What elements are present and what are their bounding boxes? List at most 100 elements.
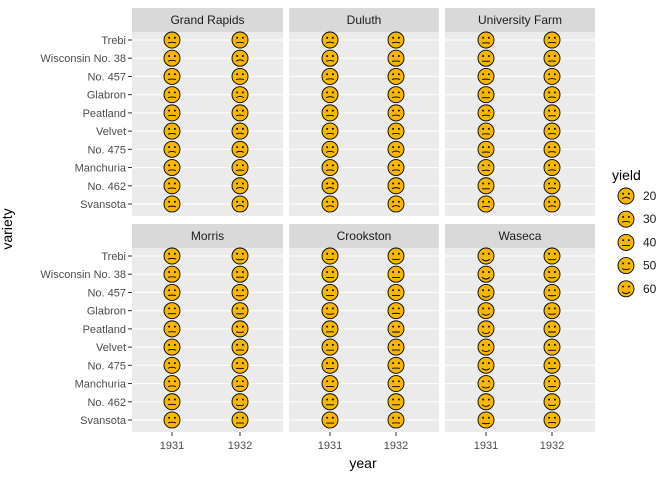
face-circle <box>387 356 405 374</box>
face-mouth <box>547 169 557 172</box>
face-mouth <box>391 132 401 135</box>
face-circle <box>321 265 339 283</box>
face-mouth <box>235 41 245 44</box>
data-point <box>387 49 405 67</box>
face-eye <box>173 109 176 112</box>
face-circle <box>387 411 405 429</box>
face-mouth <box>481 276 491 280</box>
face-eye <box>241 271 244 273</box>
face-eye <box>173 91 176 94</box>
face-circle <box>321 411 339 429</box>
y-tick-label: Trebi <box>101 251 126 263</box>
face-eye <box>392 146 395 149</box>
legend-title: yield <box>612 167 641 183</box>
y-tick-label: No. 462 <box>87 397 126 409</box>
face-eye <box>326 271 329 273</box>
face-eye <box>487 307 490 310</box>
face-circle <box>543 67 561 85</box>
face-eye <box>326 380 329 383</box>
face-circle <box>163 177 181 195</box>
face-mouth <box>167 151 177 153</box>
face-eye <box>487 380 490 383</box>
face-eye <box>326 127 329 130</box>
face-eye <box>236 271 239 273</box>
face-circle <box>321 159 339 176</box>
face-eye <box>482 146 485 149</box>
face-eye <box>397 36 400 39</box>
face-mouth <box>547 276 557 279</box>
face-circle <box>321 247 339 265</box>
data-point <box>163 122 181 140</box>
face-eye <box>482 73 485 76</box>
data-point <box>543 104 561 122</box>
data-point <box>543 49 561 67</box>
face-eye <box>392 164 395 167</box>
face-eye <box>326 289 329 292</box>
panel-duluth: Duluth <box>289 8 439 216</box>
panel-background <box>445 32 595 216</box>
face-circle <box>543 122 561 140</box>
face-eye <box>553 307 556 310</box>
data-point <box>477 320 495 338</box>
data-point <box>321 195 339 213</box>
face-eye <box>241 164 244 167</box>
data-point <box>387 31 405 49</box>
face-mouth <box>481 386 491 389</box>
face-eye <box>331 289 334 292</box>
data-point <box>163 247 181 265</box>
data-point <box>543 140 561 158</box>
face-circle <box>231 265 249 283</box>
face-eye <box>392 380 395 383</box>
face-eye <box>397 55 400 57</box>
face-eye <box>548 36 551 39</box>
legend-key <box>617 210 635 228</box>
legend-key <box>617 257 635 275</box>
data-point <box>231 302 249 320</box>
face-eye <box>397 252 400 255</box>
face-circle <box>387 195 405 213</box>
data-point <box>387 283 405 301</box>
data-point <box>321 411 339 429</box>
face-eye <box>392 398 395 401</box>
face-circle <box>321 356 339 374</box>
data-point <box>387 159 405 176</box>
face-eye <box>392 109 395 112</box>
face-mouth <box>547 78 557 80</box>
face-eye <box>331 182 334 185</box>
face-mouth <box>167 96 177 99</box>
face-eye <box>331 146 334 149</box>
data-point <box>163 302 181 320</box>
face-circle <box>163 265 181 283</box>
data-point <box>387 356 405 374</box>
data-point <box>321 177 339 195</box>
facet-strip <box>445 224 595 248</box>
face-eye <box>553 289 556 292</box>
face-eye <box>553 398 556 401</box>
data-point <box>477 356 495 374</box>
face-eye <box>326 182 329 185</box>
data-point <box>321 247 339 265</box>
face-eye <box>482 416 485 419</box>
face-circle <box>387 338 405 356</box>
face-eye <box>553 73 556 76</box>
y-tick-label: No. 457 <box>87 71 126 83</box>
panel-background <box>445 248 595 432</box>
face-eye <box>236 252 239 255</box>
face-circle <box>387 393 405 411</box>
face-eye <box>168 343 171 346</box>
data-point <box>387 67 405 85</box>
face-eye <box>241 91 244 94</box>
face-eye <box>331 325 334 328</box>
panel-background <box>132 248 283 432</box>
face-eye <box>397 343 400 346</box>
facet-strip <box>289 8 439 32</box>
face-eye <box>331 380 334 383</box>
data-point <box>543 393 561 411</box>
panel-crookston: Crookston <box>289 224 439 432</box>
face-circle <box>231 67 249 85</box>
face-circle <box>617 280 635 298</box>
face-eye <box>331 127 334 130</box>
face-mouth <box>235 187 245 190</box>
face-circle <box>163 122 181 140</box>
